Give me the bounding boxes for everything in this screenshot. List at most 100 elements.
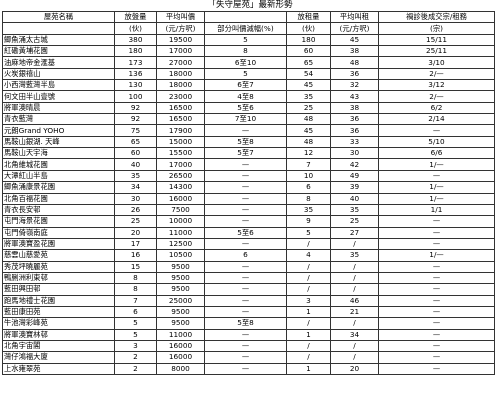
cell-name: 慈雲山慈愛苑: [2, 249, 115, 262]
cell-ratio: —: [378, 351, 495, 364]
table-row: 鴨脷洲利東邨 8 9500— / / —: [2, 271, 495, 285]
cell-cut: —: [204, 260, 287, 273]
header-avg-rent: 平均叫租: [330, 10, 379, 24]
table-row: 北角宇宙閣 3 16000— / / —: [2, 339, 495, 353]
cell-ratio: —: [378, 226, 495, 239]
header-ratio: 禍診後成交宗/租務: [378, 10, 495, 24]
cell-avg-price: 16000: [156, 351, 205, 364]
cell-avg-rent: /: [330, 339, 379, 353]
cell-name: 屯門海景花園: [2, 215, 115, 228]
header-units-unit: (伙): [114, 22, 157, 35]
cell-avg-price: 23000: [156, 90, 205, 103]
cell-rent-units: 1: [286, 362, 331, 376]
cell-units: 17: [114, 237, 157, 251]
cell-avg-rent: 38: [330, 45, 379, 58]
cell-cut: —: [204, 283, 287, 296]
cell-avg-price: 9500: [156, 283, 205, 296]
cell-avg-price: 17000: [156, 158, 205, 171]
cell-name: 油麻地帝金滙基: [2, 56, 115, 69]
cell-name: 牛池灣彩峰苑: [2, 317, 115, 330]
cell-ratio: 2/—: [378, 90, 495, 103]
cell-rent-units: 3: [286, 294, 331, 307]
cell-name: 馬鞍山銀湖. 天峰: [2, 135, 115, 149]
cell-avg-price: 16500: [156, 113, 205, 126]
cell-units: 35: [114, 169, 157, 183]
cell-name: 何文田半山壹號: [2, 90, 115, 103]
cell-avg-price: 16500: [156, 101, 205, 115]
header-units: 放盤量: [114, 10, 157, 24]
cell-avg-rent: 20: [330, 362, 379, 376]
cell-ratio: —: [378, 124, 495, 137]
cell-cut: 6至10: [204, 56, 287, 69]
cell-avg-rent: /: [330, 317, 379, 330]
cell-name: 跑馬地禮士花園: [2, 294, 115, 307]
cell-ratio: 6/6: [378, 147, 495, 160]
cell-avg-rent: /: [330, 237, 379, 251]
cell-cut: —: [204, 339, 287, 353]
cell-name: 紅磡黃埔花園: [2, 45, 115, 58]
cell-cut: —: [204, 203, 287, 217]
cell-units: 380: [114, 33, 157, 47]
cell-cut: 4至8: [204, 90, 287, 103]
cell-cut: —: [204, 362, 287, 376]
header-avg-rent-unit: (元/方呎): [330, 22, 379, 35]
cell-avg-price: 9500: [156, 317, 205, 330]
cell-rent-units: 1: [286, 328, 331, 341]
cell-cut: 6: [204, 249, 287, 262]
cell-units: 60: [114, 147, 157, 160]
cell-avg-price: 9500: [156, 271, 205, 285]
cell-avg-rent: 30: [330, 147, 379, 160]
cell-name: 鯽魚涌康景花園: [2, 181, 115, 194]
cell-avg-price: 9500: [156, 260, 205, 273]
cell-avg-rent: 43: [330, 90, 379, 103]
cell-avg-rent: 39: [330, 181, 379, 194]
cell-avg-rent: /: [330, 283, 379, 296]
cell-ratio: 5/10: [378, 135, 495, 149]
cell-avg-rent: 36: [330, 113, 379, 126]
cell-rent-units: 48: [286, 135, 331, 149]
cell-cut: 5至6: [204, 101, 287, 115]
header-name-sub: [2, 22, 115, 35]
cell-ratio: 1/—: [378, 192, 495, 205]
header-avg-price: 平均叫價: [156, 10, 205, 24]
cell-cut: —: [204, 158, 287, 171]
cell-cut: —: [204, 169, 287, 183]
cell-units: 15: [114, 260, 157, 273]
cell-avg-price: 15000: [156, 135, 205, 149]
cell-cut: —: [204, 294, 287, 307]
cell-avg-price: 19500: [156, 33, 205, 47]
cell-name: 秀茂坪曉麗苑: [2, 260, 115, 273]
cell-name: 火炭銀禧山: [2, 67, 115, 81]
cell-name: 將軍澳寶林邨: [2, 328, 115, 341]
cell-units: 3: [114, 339, 157, 353]
cell-rent-units: 25: [286, 101, 331, 115]
cell-ratio: —: [378, 283, 495, 296]
cell-cut: 5至7: [204, 147, 287, 160]
cell-rent-units: 65: [286, 56, 331, 69]
cell-rent-units: 1: [286, 305, 331, 319]
cell-avg-rent: 48: [330, 56, 379, 69]
table-row: 上水雍翠苑 2 8000—1 20—: [2, 362, 495, 376]
cell-ratio: 2/14: [378, 113, 495, 126]
table-row: 牛池灣彩峰苑 5 9500 5至8// —: [2, 317, 495, 330]
cell-avg-price: 16000: [156, 339, 205, 353]
cell-rent-units: 12: [286, 147, 331, 160]
header-avg-price-unit: (元/方呎): [156, 22, 205, 35]
cell-rent-units: 45: [286, 124, 331, 137]
cell-cut: 5: [204, 67, 287, 81]
cell-ratio: 2/—: [378, 67, 495, 81]
cell-rent-units: /: [286, 283, 331, 296]
cell-cut: —: [204, 351, 287, 364]
table-row: 小西灣藍灣半島 130 18000 6至7 45 32 3/12: [2, 79, 495, 92]
cell-avg-rent: /: [330, 271, 379, 285]
cell-ratio: 1/—: [378, 181, 495, 194]
cell-units: 30: [114, 192, 157, 205]
listings-table: 屋苑名稱 放盤量 平均叫價 放租量 平均叫租 禍診後成交宗/租務 (伙) (元/…: [2, 10, 495, 376]
cell-rent-units: 5: [286, 226, 331, 239]
cell-units: 7: [114, 294, 157, 307]
table-row: 油麻地帝金滙基 173 27000 6至10 65 48 3/10: [2, 56, 495, 69]
cell-rent-units: 7: [286, 158, 331, 171]
cell-avg-price: 11000: [156, 328, 205, 341]
cell-units: 173: [114, 56, 157, 69]
